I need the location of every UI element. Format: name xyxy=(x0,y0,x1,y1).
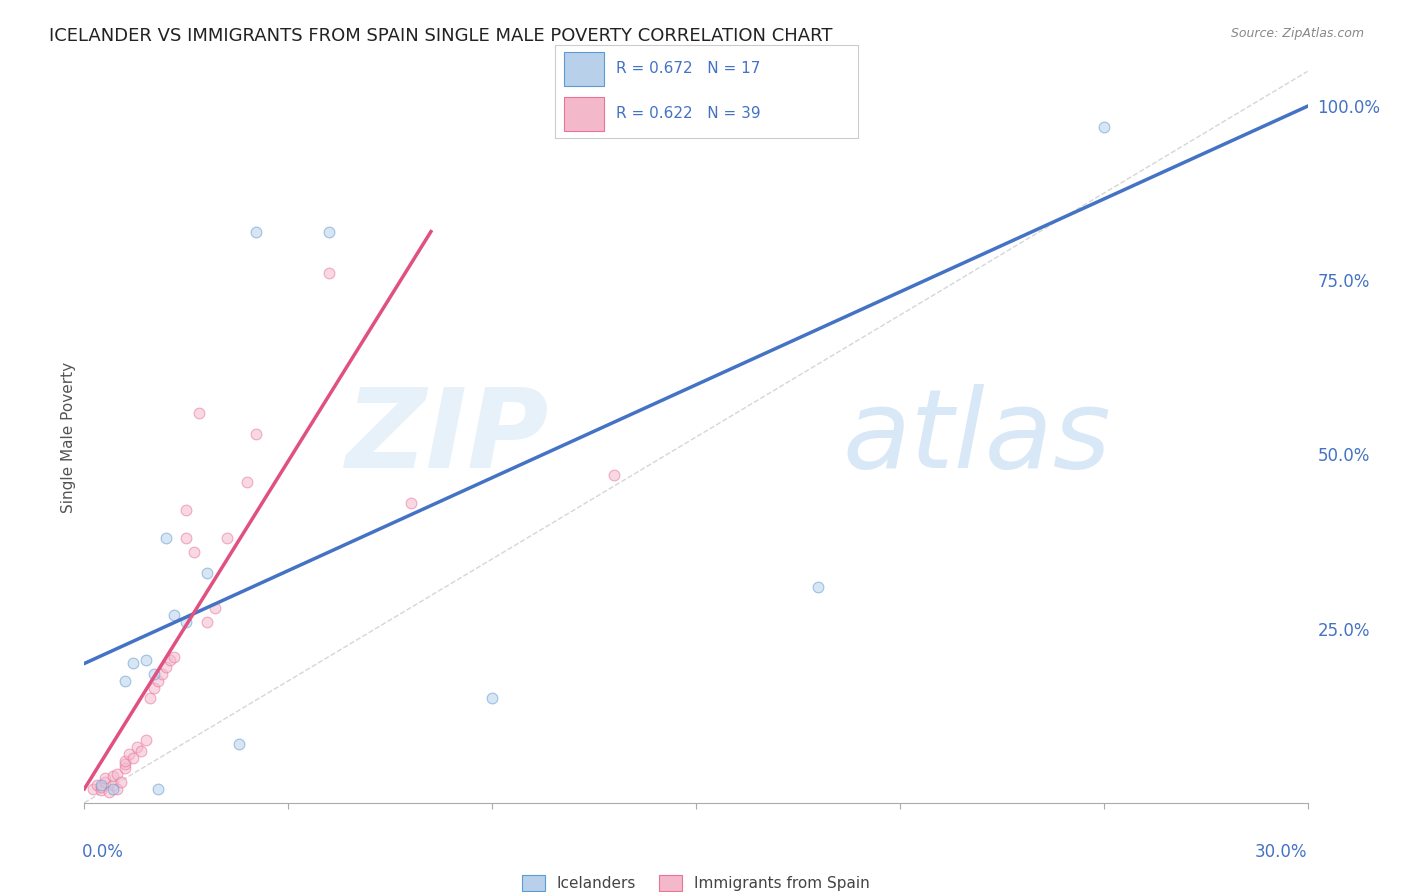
Point xyxy=(114,754,136,768)
Legend: Icelanders, Immigrants from Spain: Icelanders, Immigrants from Spain xyxy=(516,870,876,892)
Point xyxy=(105,781,128,796)
Point xyxy=(93,775,117,789)
Point xyxy=(90,778,112,792)
Text: 0.0%: 0.0% xyxy=(82,843,124,861)
Point xyxy=(114,761,136,775)
Bar xyxy=(564,52,603,86)
Point xyxy=(135,733,157,747)
Point xyxy=(82,781,104,796)
Text: Source: ZipAtlas.com: Source: ZipAtlas.com xyxy=(1230,27,1364,40)
Point xyxy=(90,780,112,795)
Point xyxy=(155,660,177,674)
Text: ICELANDER VS IMMIGRANTS FROM SPAIN SINGLE MALE POVERTY CORRELATION CHART: ICELANDER VS IMMIGRANTS FROM SPAIN SINGL… xyxy=(49,27,832,45)
Point xyxy=(1092,120,1115,134)
Point xyxy=(176,503,198,517)
Y-axis label: Single Male Poverty: Single Male Poverty xyxy=(60,361,76,513)
Point xyxy=(122,750,145,764)
Point xyxy=(155,531,177,545)
Point xyxy=(228,737,250,751)
Point xyxy=(122,657,145,671)
Point xyxy=(146,673,169,688)
Point xyxy=(138,691,160,706)
Point xyxy=(183,545,205,559)
Text: 30.0%: 30.0% xyxy=(1256,843,1308,861)
Point xyxy=(807,580,830,594)
Point xyxy=(90,783,112,797)
Point xyxy=(131,743,153,757)
Point xyxy=(118,747,141,761)
Point xyxy=(236,475,259,490)
Text: ZIP: ZIP xyxy=(346,384,550,491)
Point xyxy=(481,691,503,706)
Point xyxy=(150,667,173,681)
Point xyxy=(163,649,186,664)
Point xyxy=(195,566,218,580)
Point xyxy=(159,653,181,667)
Point xyxy=(142,681,165,695)
Point xyxy=(176,615,198,629)
Point xyxy=(110,775,132,789)
Text: atlas: atlas xyxy=(842,384,1111,491)
Point xyxy=(101,778,124,792)
Point xyxy=(603,468,626,483)
Point xyxy=(93,772,117,786)
Point xyxy=(195,615,218,629)
Point xyxy=(142,667,165,681)
Bar xyxy=(564,97,603,131)
Point xyxy=(127,740,149,755)
Point xyxy=(187,406,209,420)
Point xyxy=(114,757,136,772)
Point xyxy=(97,785,120,799)
Point xyxy=(318,266,340,280)
Point xyxy=(146,781,169,796)
Point xyxy=(217,531,239,545)
Point xyxy=(176,531,198,545)
Point xyxy=(114,673,136,688)
Point xyxy=(86,778,108,792)
Point xyxy=(204,600,226,615)
Point xyxy=(135,653,157,667)
Point xyxy=(105,766,128,780)
Text: R = 0.672   N = 17: R = 0.672 N = 17 xyxy=(616,62,761,77)
Point xyxy=(318,225,340,239)
Point xyxy=(101,769,124,783)
Point xyxy=(101,781,124,796)
Text: R = 0.622   N = 39: R = 0.622 N = 39 xyxy=(616,106,761,121)
Point xyxy=(163,607,186,622)
Point xyxy=(399,496,422,510)
Point xyxy=(245,426,267,441)
Point xyxy=(245,225,267,239)
